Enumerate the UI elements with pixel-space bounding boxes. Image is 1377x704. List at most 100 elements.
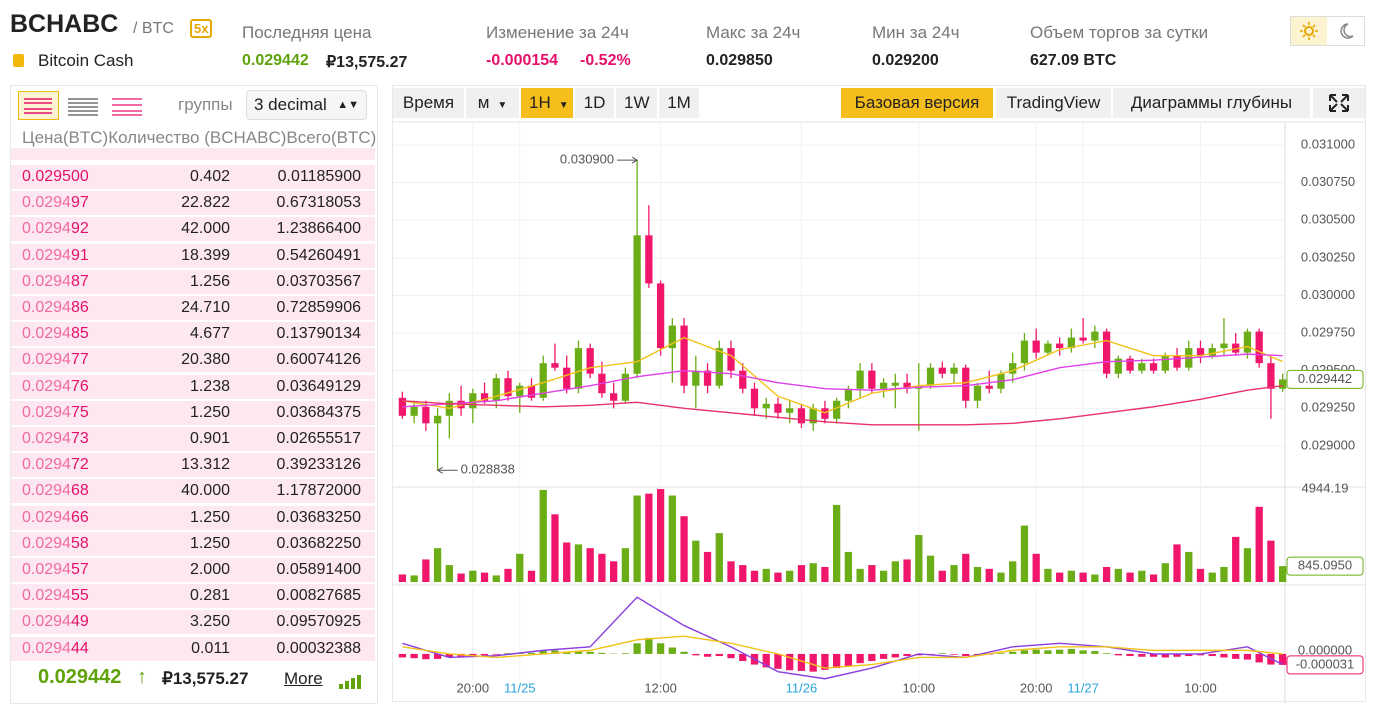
toggle-light[interactable] — [1291, 17, 1327, 45]
macd-bar — [1103, 653, 1110, 654]
volume-bar — [939, 571, 946, 582]
row-amount: 40.000 — [181, 479, 230, 503]
macd-bar — [856, 654, 863, 663]
volume-bar — [457, 574, 464, 582]
row-price: 0.029468 — [22, 479, 89, 503]
price-part: 44 — [71, 640, 89, 657]
y-tick-label: 0.029250 — [1301, 400, 1355, 415]
macd-bar — [1091, 651, 1098, 654]
candle-body — [1256, 332, 1263, 364]
volume-bar — [563, 543, 570, 582]
row-total: 0.03703567 — [276, 270, 361, 294]
orderbook-row: 0.029468 40.000 1.17872000 — [11, 479, 375, 503]
volume-bar — [575, 544, 582, 582]
row-total: 1.17872000 — [276, 479, 361, 503]
view-both[interactable] — [19, 92, 59, 120]
volume-bar — [704, 552, 711, 582]
fullscreen-button[interactable] — [1313, 88, 1365, 118]
y-tick-label: 0.030250 — [1301, 249, 1355, 264]
volume-bar — [986, 569, 993, 582]
macd-bar — [633, 643, 640, 654]
macd-bar — [410, 654, 417, 658]
group-select[interactable]: 3 decimal▲▼ — [246, 90, 367, 120]
interval-button[interactable]: 1W — [616, 88, 657, 118]
volume-bar — [493, 575, 500, 582]
row-price: 0.029492 — [22, 217, 89, 241]
candle-body — [821, 408, 828, 419]
theme-toggle[interactable] — [1290, 16, 1365, 46]
candle-body — [1150, 363, 1157, 371]
macd-bar — [657, 643, 664, 654]
candle-body — [410, 407, 417, 416]
candle-body — [927, 368, 934, 386]
row-price: 0.029487 — [22, 270, 89, 294]
price-part: 85 — [71, 325, 89, 342]
row-total: 0.13790134 — [276, 322, 361, 346]
view-button[interactable]: TradingView — [996, 88, 1111, 118]
row-total: 0.01185900 — [278, 165, 361, 189]
volume-bar — [880, 571, 887, 582]
row-amount: 18.399 — [181, 244, 230, 268]
row-price: 0.029475 — [22, 401, 89, 425]
view-asks[interactable] — [112, 99, 142, 115]
interval-button[interactable]: 1M — [659, 88, 699, 118]
interval-label: 1M — [667, 93, 691, 112]
interval-label: 1H — [529, 93, 551, 112]
volume-bar — [669, 496, 676, 582]
volume-bar — [1150, 574, 1157, 582]
volume-bar — [892, 561, 899, 582]
price-part: 0.0294 — [22, 509, 71, 526]
dropdown-caret: ▼ — [559, 100, 569, 111]
volume-bar — [974, 567, 981, 582]
volume-bar — [727, 561, 734, 582]
volume-bar — [1044, 569, 1051, 582]
volume-bar — [962, 554, 969, 582]
volume-bar — [786, 571, 793, 582]
orderbook-row-clipped — [11, 148, 375, 160]
row-total: 0.72859906 — [276, 296, 361, 320]
interval-button[interactable]: 1H ▼ — [521, 88, 573, 118]
volume-bar — [528, 571, 535, 582]
view-bids[interactable] — [68, 99, 98, 115]
interval-button[interactable]: 1D — [575, 88, 614, 118]
row-price: 0.029455 — [22, 584, 89, 608]
candle-body — [1044, 344, 1051, 353]
signal-bars — [341, 675, 359, 689]
macd-bar — [997, 653, 1004, 654]
price-part: 0.0294 — [22, 613, 71, 630]
view-button[interactable]: Диаграммы глубины — [1113, 88, 1310, 118]
macd-bar — [587, 652, 594, 654]
candle-body — [434, 416, 441, 424]
last-value-label: 0.029442 — [1298, 371, 1352, 386]
stat-value: -0.000154 — [486, 52, 558, 70]
volume-bar — [1009, 561, 1016, 582]
price-part: 92 — [71, 220, 89, 237]
orderbook-view-icons[interactable] — [18, 91, 148, 121]
more-link[interactable]: More — [284, 669, 323, 689]
quote: / BTC — [133, 20, 174, 38]
row-amount: 24.710 — [181, 296, 230, 320]
macd-bar — [903, 654, 910, 656]
chart: 0.0290000.0292500.0295000.0297500.030000… — [392, 120, 1365, 703]
row-total: 0.39233126 — [276, 453, 361, 477]
macd-bar — [845, 654, 852, 666]
price-part: 58 — [71, 535, 89, 552]
stat-value: 0.029850 — [706, 52, 773, 70]
volume-bar — [481, 573, 488, 582]
volume-bar — [1256, 507, 1263, 582]
candle-body — [798, 408, 805, 423]
view-button[interactable]: Базовая версия — [841, 88, 993, 118]
interval-button[interactable]: Время — [393, 88, 464, 118]
candle-body — [856, 371, 863, 389]
macd-bar — [680, 652, 687, 654]
row-total: 0.02655517 — [276, 427, 361, 451]
price-part: 0.0294 — [22, 378, 71, 395]
y-tick-label: 0.030750 — [1301, 174, 1355, 189]
volume-bar — [903, 559, 910, 582]
volume-bar — [657, 489, 664, 582]
interval-button[interactable]: м▼ — [466, 88, 519, 118]
